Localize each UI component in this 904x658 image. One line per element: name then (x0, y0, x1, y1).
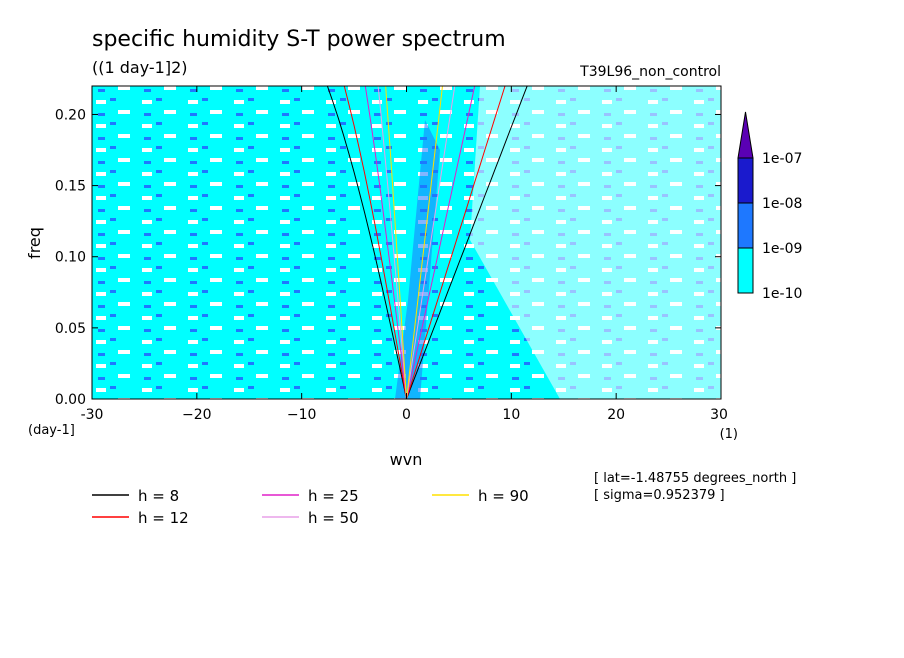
x-tick-label: −20 (182, 407, 212, 423)
colorbar-segment (737, 157, 754, 204)
legend: h = 8 h = 12 h = 25 h = 50 h = 90 (92, 487, 529, 527)
chart-subtitle: ((1 day-1]2) (92, 58, 188, 77)
axes: -30 −20 −10 0 10 20 30 0.00 0.05 0.10 0.15 0.20 (55, 86, 728, 423)
colorbar-segment (737, 247, 754, 294)
x-tick-label: −10 (287, 407, 317, 423)
y-axis-label: freq (25, 227, 44, 259)
kelvin-curve-h25 (406, 86, 476, 399)
legend-label: h = 12 (138, 509, 189, 527)
sigma-annotation: [ sigma=0.952379 ] (594, 488, 725, 503)
y-tick-label: 0.20 (55, 107, 86, 123)
chart-title: specific humidity S-T power spectrum (92, 27, 506, 52)
x-tick-label: 0 (402, 407, 411, 423)
x-unit-right: (1) (720, 427, 738, 442)
x-tick-label: 30 (710, 407, 728, 423)
legend-label: h = 8 (138, 487, 179, 505)
colorbar: 1e-07 1e-08 1e-09 1e-10 (737, 111, 802, 302)
kelvin-curve-h12 (406, 86, 506, 399)
rossby-curve-h8 (326, 86, 407, 399)
x-unit-label: (day-1] (28, 423, 75, 438)
colorbar-segment (737, 202, 754, 249)
latitude-annotation: [ lat=-1.48755 degrees_north ] (594, 471, 796, 486)
y-tick-label: 0.05 (55, 321, 86, 337)
low-power-region (470, 86, 721, 399)
x-tick-label: 20 (607, 407, 625, 423)
colorbar-level-label: 1e-07 (762, 151, 802, 167)
colorbar-level-label: 1e-10 (762, 286, 802, 302)
x-tick-label: -30 (81, 407, 104, 423)
colorbar-level-label: 1e-09 (762, 241, 802, 257)
run-label: T39L96_non_control (579, 64, 721, 80)
legend-label: h = 50 (308, 509, 359, 527)
high-power-column (395, 120, 440, 399)
kelvin-curve-h8 (406, 86, 528, 399)
legend-label: h = 90 (478, 487, 529, 505)
legend-label: h = 25 (308, 487, 359, 505)
y-tick-label: 0.10 (55, 250, 86, 266)
x-axis-label: wvn (390, 450, 423, 469)
plot-area (92, 86, 721, 399)
dispersion-curves (326, 86, 528, 399)
colorbar-level-label: 1e-08 (762, 196, 802, 212)
rossby-curve-h12 (343, 86, 407, 399)
y-tick-label: 0.15 (55, 179, 86, 195)
x-tick-label: 10 (502, 407, 520, 423)
y-tick-label: 0.00 (55, 392, 86, 408)
colorbar-arrow (737, 111, 754, 159)
